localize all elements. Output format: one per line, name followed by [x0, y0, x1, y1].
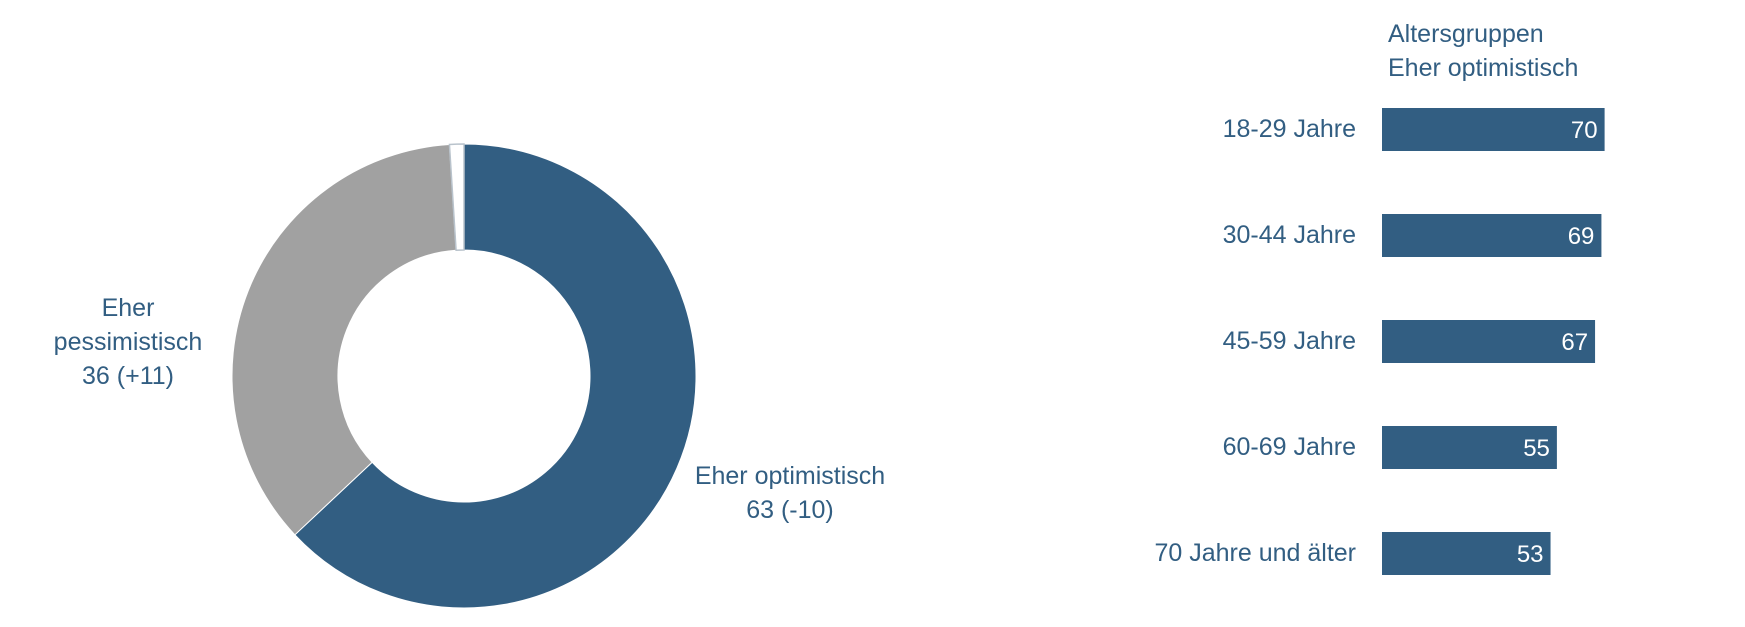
- bar-title-line1: Altersgruppen: [1388, 20, 1544, 48]
- donut-slice-2: [448, 143, 465, 252]
- bar-category-label: 30-44 Jahre: [1223, 221, 1356, 249]
- label-pessimistic-line1: Eher: [102, 294, 155, 322]
- bar-category-label: 70 Jahre und älter: [1154, 539, 1356, 567]
- bar-value-label: 55: [1523, 435, 1550, 462]
- bar-title-line2: Eher optimistisch: [1388, 54, 1578, 82]
- bar-category-label: 45-59 Jahre: [1223, 327, 1356, 355]
- donut-slice-0: [294, 143, 697, 609]
- label-optimistic-line2: 63 (-10): [746, 496, 834, 524]
- bar: [1382, 426, 1557, 469]
- bar-category-label: 60-69 Jahre: [1223, 433, 1356, 461]
- bar: [1382, 320, 1596, 363]
- donut-labels: Eher pessimistisch 36 (+11) Eher optimis…: [54, 294, 886, 524]
- bar: [1382, 214, 1602, 257]
- bar-value-label: 70: [1571, 117, 1598, 144]
- bar-category-label: 18-29 Jahre: [1223, 115, 1356, 143]
- bar: [1382, 532, 1551, 575]
- bar-value-label: 53: [1517, 541, 1544, 568]
- label-optimistic-line1: Eher optimistisch: [695, 462, 885, 490]
- bar-value-label: 67: [1561, 329, 1588, 356]
- bar-value-label: 69: [1568, 223, 1595, 250]
- bar-chart: 18-29 Jahre 70 30-44 Jahre 69 45-59 Jahre 67 6…: [1154, 108, 1605, 575]
- bar: [1382, 108, 1605, 151]
- label-pessimistic-line3: 36 (+11): [82, 362, 174, 390]
- bar-chart-title: Altersgruppen Eher optimistisch: [1388, 20, 1578, 82]
- donut-slice-1: [231, 143, 457, 536]
- label-pessimistic-line2: pessimistisch: [54, 328, 203, 356]
- donut-chart: [231, 143, 697, 609]
